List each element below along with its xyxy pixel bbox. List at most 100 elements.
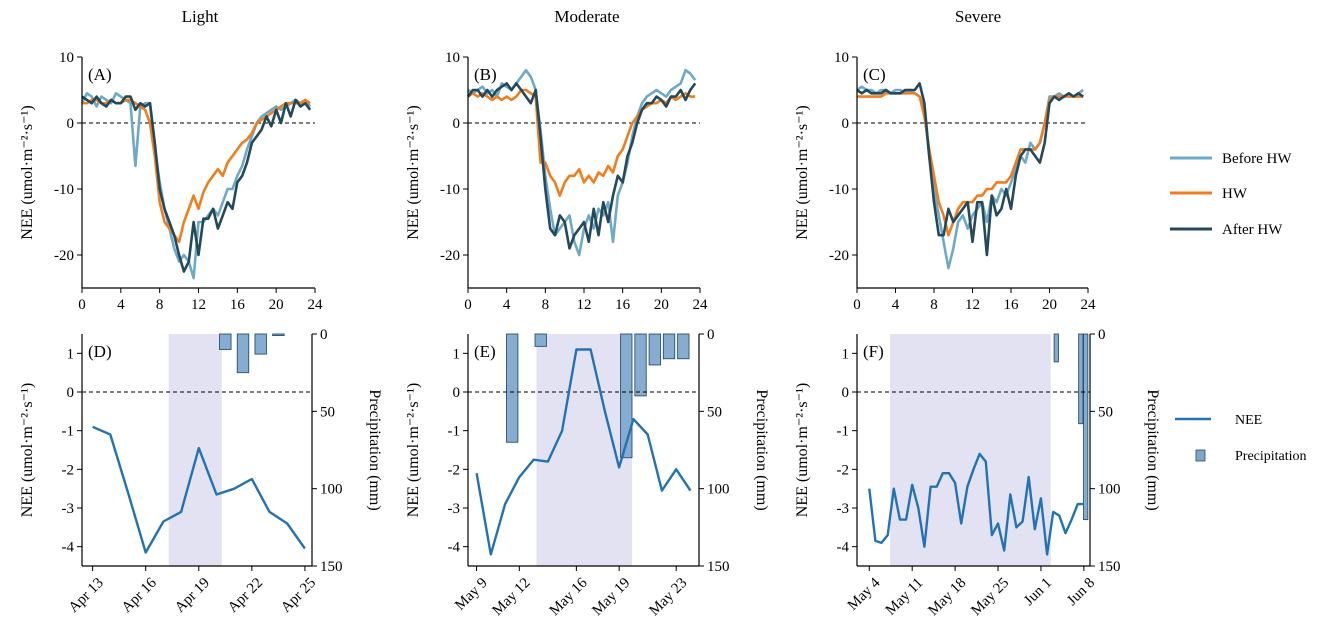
legend-label-nee: NEE [1235,413,1262,428]
panel-d: -4 -3 -2 -1 0 1 0 50 100 150 Precipitation (mm) Apr… [19,327,383,616]
heatwave-shading [536,334,632,566]
precipitation-bar [662,333,676,360]
panel-label: (F) [863,342,884,361]
series-line-hw [82,98,311,244]
x-tick-label: May 4 [845,575,884,614]
y-tick-label: 0 [842,385,850,401]
x-tick-label: 8 [156,297,164,313]
y-tick-label: -1 [448,424,461,440]
y-tick-label: -10 [440,182,460,198]
x-tick-label: Apr 16 [119,575,160,616]
x-tick-label: May 16 [547,575,591,619]
x-tick-label: 24 [308,297,324,313]
y-tick-label: 1 [842,346,850,362]
y-tick-label: -2 [837,462,850,478]
y-tick-label: -3 [62,501,75,517]
y2-tick-label: 0 [707,327,715,343]
y-tick-label: -4 [448,540,461,556]
y2-axis-label: Precipitation (mm) [1144,389,1161,510]
y-tick-label: -3 [448,501,461,517]
precipitation-bar [219,333,232,350]
y-axis-label: NEE (umol·m⁻²·s⁻¹) [405,383,422,517]
precipitation-bar [236,333,250,374]
x-tick-label: 8 [542,297,550,313]
panel-a: -20 -10 0 10 0 4 8 12 16 20 24 NEE (umol·m⁻²·s⁻¹) (A… [19,50,323,313]
x-tick-label: 20 [654,297,669,313]
precipitation-bar [272,333,285,336]
y-tick-label: 0 [67,385,75,401]
y-axis-label: NEE (umol·m⁻²·s⁻¹) [794,105,811,239]
series-line-after-hw [466,82,697,250]
series-line-before-hw [467,68,697,257]
y-tick-label: -1 [837,424,850,440]
x-tick-label: 16 [230,297,246,313]
x-tick-label: May 25 [968,575,1012,619]
x-tick-label: May 18 [925,575,969,619]
x-tick-label: 12 [577,297,592,313]
x-tick-label: Apr 13 [66,575,107,616]
x-tick-label: Jun 8 [1064,575,1098,609]
precipitation-bar [506,333,519,443]
precipitation-bar [534,333,547,347]
x-tick-label: 24 [693,297,709,313]
y-tick-label: -3 [837,501,850,517]
y-tick-label: 0 [67,116,75,132]
x-tick-label: 4 [892,297,900,313]
x-tick-label: 20 [1042,297,1057,313]
y-tick-label: -4 [62,540,75,556]
y2-tick-label: 50 [1098,404,1113,420]
x-tick-label: 0 [78,297,86,313]
x-tick-label: Apr 25 [278,575,319,616]
x-tick-label: 12 [191,297,206,313]
y-axis-label: NEE (umol·m⁻²·s⁻¹) [405,105,422,239]
y-tick-label: -20 [829,248,849,264]
panel-label: (D) [88,342,112,361]
x-tick-label: 4 [503,297,511,313]
x-tick-label: Apr 19 [172,575,213,616]
y-tick-label: -1 [62,424,75,440]
y2-tick-label: 150 [1098,559,1121,575]
x-tick-label: Jun 1 [1021,575,1055,609]
precipitation-bar [1078,333,1084,425]
x-tick-label: May 19 [589,575,633,619]
y-tick-label: 10 [445,50,460,66]
y-tick-label: 1 [453,346,461,362]
series-line-after-hw [81,95,312,273]
precipitation-bar [254,333,267,355]
nee-line [92,425,306,554]
y-tick-label: -2 [62,462,75,478]
y-tick-label: -10 [54,182,74,198]
y2-tick-label: 150 [320,559,343,575]
panel-e: -4 -3 -2 -1 0 1 0 50 100 150 Precipitation (mm) May… [405,327,770,619]
x-tick-label: May 9 [452,575,491,614]
panel-label: (B) [474,65,497,84]
y2-tick-label: 50 [707,404,722,420]
precipitation-bar [1083,333,1089,521]
panel-label: (A) [88,65,112,84]
x-tick-label: May 12 [490,575,534,619]
y-tick-label: 10 [59,50,74,66]
nee-line [868,452,1084,556]
y2-tick-label: 100 [707,482,730,498]
y-axis-label: NEE (umol·m⁻²·s⁻¹) [19,383,36,517]
y-tick-label: 0 [842,116,850,132]
panel-c: -20 -10 0 10 0 4 8 12 16 20 24 NEE (umol·m⁻²·s⁻¹) (C… [794,50,1096,313]
panel-b: -20 -10 0 10 0 4 8 12 16 20 24 NEE (umol·m⁻²·s⁻¹) (B… [405,50,708,313]
legend-bottom: NEE Precipitation [1175,413,1307,464]
y2-tick-label: 0 [320,327,328,343]
x-tick-label: May 23 [646,575,690,619]
x-tick-label: 4 [117,297,125,313]
y-tick-label: 0 [453,116,461,132]
series-line-hw [467,88,696,197]
y-tick-label: -10 [829,182,849,198]
nee-line [475,348,692,556]
x-tick-label: 8 [930,297,938,313]
panel-f: -4 -3 -2 -1 0 1 0 50 100 150 Precipitation (mm) May… [794,327,1161,619]
y2-tick-label: 100 [320,482,343,498]
x-tick-label: 16 [615,297,631,313]
x-tick-label: 0 [853,297,861,313]
x-tick-label: May 11 [883,575,927,619]
column-title-severe: Severe [955,7,1001,26]
